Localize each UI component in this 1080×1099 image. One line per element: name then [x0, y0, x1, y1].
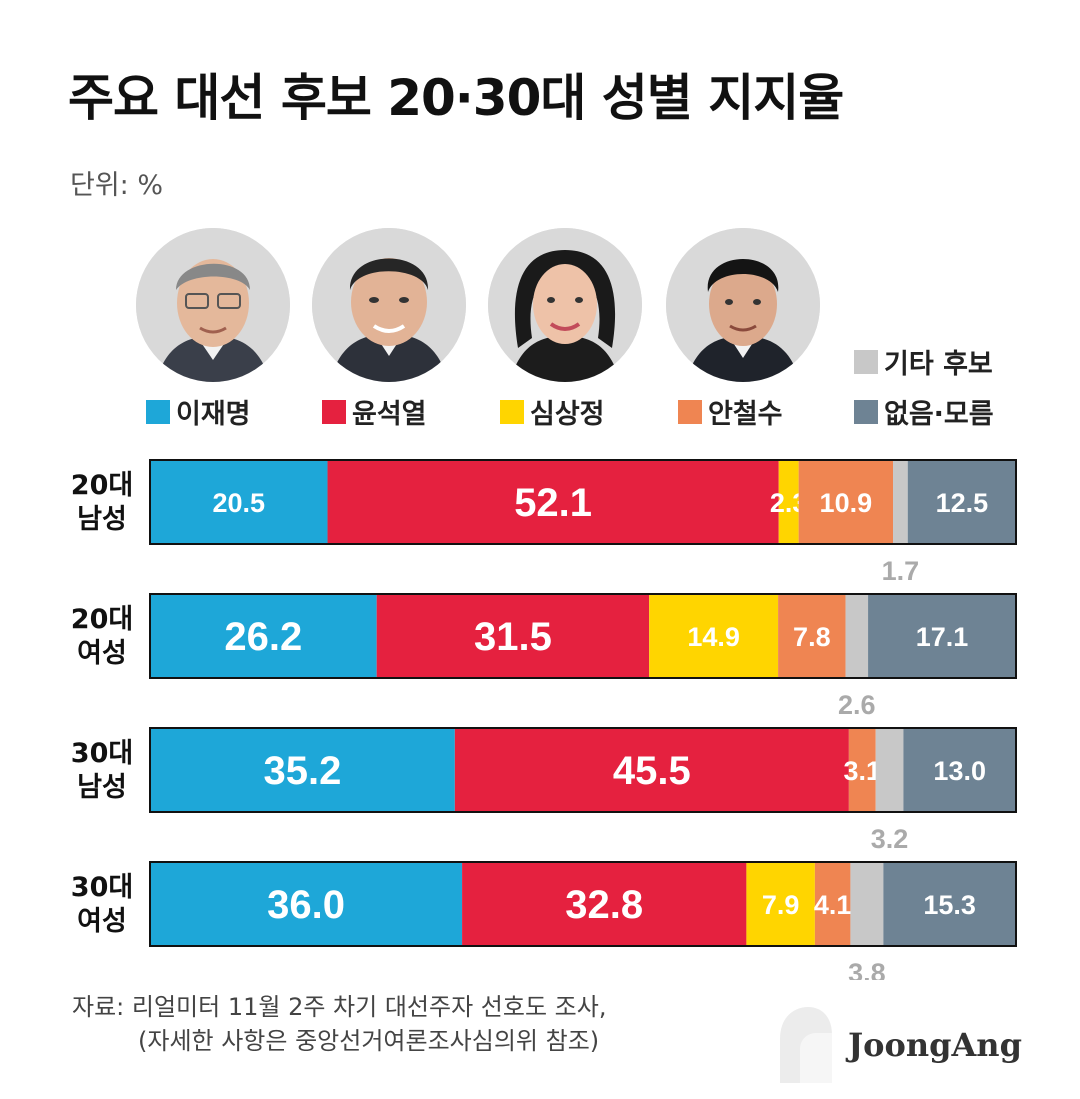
bar-value-label: 3.1 — [844, 756, 882, 786]
legend-swatch — [854, 399, 878, 424]
category-label: 20대 — [71, 604, 133, 635]
bar-segment — [649, 594, 779, 678]
legend-swatch — [322, 399, 346, 424]
candidate-portrait-3 — [488, 228, 642, 382]
bar-value-label: 36.0 — [267, 883, 345, 927]
bar-value-label: 45.5 — [613, 749, 691, 793]
bar-value-label: 35.2 — [263, 749, 341, 793]
category-label: 20대 — [71, 470, 133, 501]
bar-segment — [778, 460, 799, 544]
bar-segment — [848, 728, 876, 812]
legend-item-other: 기타 후보 — [854, 342, 993, 381]
bar-segment — [883, 862, 1016, 946]
bar-value-label: 14.9 — [687, 622, 740, 652]
category-label: 여성 — [77, 638, 127, 669]
joongang-logo-mark — [780, 1007, 832, 1083]
bar-segment — [875, 728, 904, 812]
bar-value-label: 4.1 — [814, 890, 852, 920]
source-line-1: 자료: 리얼미터 11월 2주 차기 대선주자 선호도 조사, — [72, 993, 607, 1021]
bar-value-label: 31.5 — [474, 615, 552, 659]
candidate-portrait-4 — [666, 228, 820, 382]
bar-value-label: 7.9 — [762, 890, 800, 920]
legend-item-sim: 심상정 — [500, 392, 605, 431]
bar-value-label: 32.8 — [565, 883, 643, 927]
category-label: 남성 — [77, 504, 127, 535]
legend-label: 윤석열 — [352, 399, 427, 430]
unit-label: 단위: % — [70, 170, 164, 201]
legend-swatch — [678, 399, 702, 424]
bar-segment — [376, 594, 650, 678]
other-value-label: 2.6 — [838, 690, 876, 720]
bar-segment — [850, 862, 884, 946]
chart-title: 주요 대선 후보 20·30대 성별 지지율 — [68, 69, 844, 127]
bar-segment — [150, 594, 377, 678]
other-value-label: 1.7 — [882, 556, 920, 586]
bar-segment — [814, 862, 851, 946]
bar-outline — [149, 459, 1017, 545]
legend-item-ahn: 안철수 — [678, 392, 783, 431]
legend-label: 심상정 — [530, 399, 605, 430]
bar-segment — [845, 594, 869, 678]
bar-segment — [150, 728, 455, 812]
bar-segment — [798, 460, 894, 544]
bar-value-label: 20.5 — [212, 488, 265, 518]
bar-value-label: 10.9 — [820, 488, 873, 518]
bar-segment — [150, 460, 328, 544]
bar-segment — [327, 460, 779, 544]
other-value-label: 3.2 — [871, 824, 909, 854]
legend-label: 기타 후보 — [884, 349, 993, 380]
source-line-2: (자세한 사항은 중앙선거여론조사심의위 참조) — [138, 1027, 600, 1055]
bar-outline — [149, 593, 1017, 679]
legend-label: 안철수 — [708, 399, 783, 430]
bar-segment — [868, 594, 1016, 678]
category-label: 남성 — [77, 772, 127, 803]
legend-item-none: 없음·모름 — [854, 392, 994, 431]
legend-label: 이재명 — [176, 399, 251, 430]
bar-segment — [150, 862, 463, 946]
bar-value-label: 52.1 — [514, 481, 592, 525]
bar-value-label: 13.0 — [933, 756, 986, 786]
legend-item-yoon: 윤석열 — [322, 392, 427, 431]
legend-swatch — [854, 349, 878, 374]
bar-outline — [149, 727, 1017, 813]
other-value-label: 3.8 — [848, 958, 886, 980]
legend-label: 없음·모름 — [884, 399, 994, 430]
bar-segment — [454, 728, 849, 812]
bar-segment — [907, 460, 1016, 544]
candidate-portrait-1 — [136, 228, 290, 382]
bar-segment — [893, 460, 908, 544]
joongang-logo: JoongAng — [848, 1026, 1022, 1064]
bar-segment — [778, 594, 846, 678]
category-label: 30대 — [71, 872, 133, 903]
bar-value-label: 12.5 — [936, 488, 989, 518]
bar-value-label: 17.1 — [916, 622, 969, 652]
source-note: 자료: 리얼미터 11월 2주 차기 대선주자 선호도 조사, (자세한 사항은… — [72, 990, 606, 1058]
bar-value-label: 15.3 — [923, 890, 976, 920]
bar-segment — [746, 862, 815, 946]
candidate-portrait-2 — [312, 228, 466, 382]
category-label: 30대 — [71, 738, 133, 769]
bar-outline — [149, 861, 1017, 947]
bar-value-label: 26.2 — [224, 615, 302, 659]
legend-item-lee: 이재명 — [146, 392, 251, 431]
bar-segment — [903, 728, 1016, 812]
legend-swatch — [146, 399, 170, 424]
category-label: 여성 — [77, 906, 127, 937]
bar-value-label: 7.8 — [793, 622, 831, 652]
legend-swatch — [500, 399, 524, 424]
bar-segment — [462, 862, 747, 946]
